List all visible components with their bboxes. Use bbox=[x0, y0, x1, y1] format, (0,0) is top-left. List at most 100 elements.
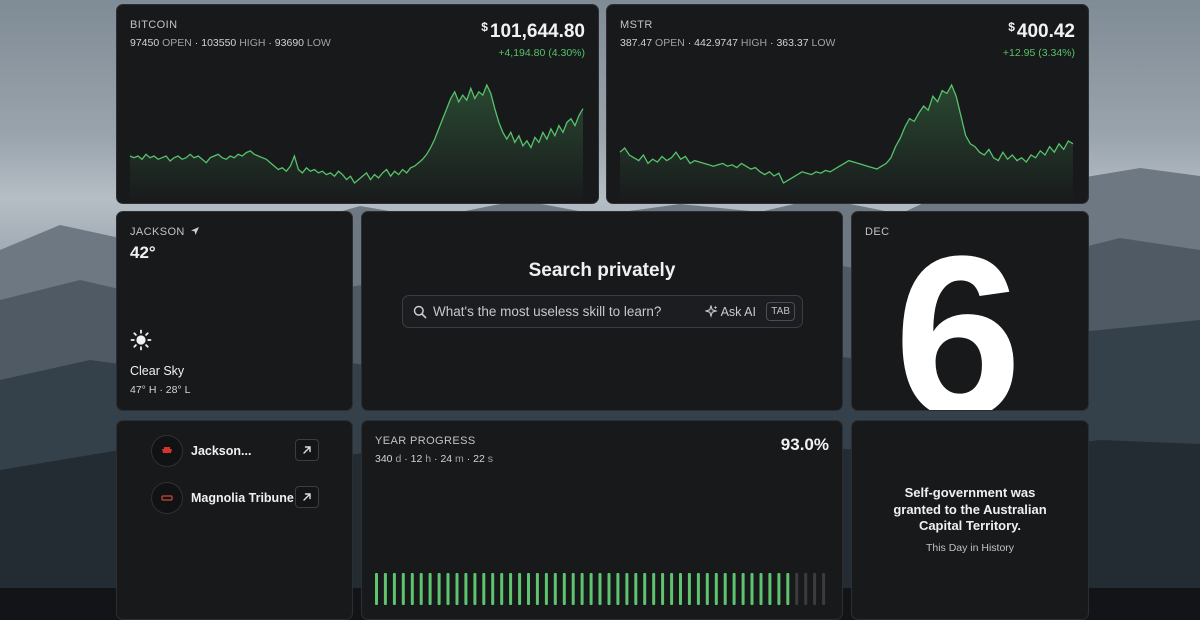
low-label: LOW bbox=[811, 37, 836, 49]
calendar-widget: DEC 6 bbox=[851, 211, 1089, 411]
mstr-sparkline bbox=[619, 83, 1074, 203]
progress-bar-filled bbox=[714, 573, 718, 605]
tab-key-hint: TAB bbox=[766, 302, 795, 321]
mstr-price: $400.42 +12.95 (3.34%) bbox=[1003, 20, 1075, 59]
weather-condition: Clear Sky bbox=[130, 364, 185, 378]
price-change: +4,194.80 (4.30%) bbox=[498, 47, 585, 59]
low-temp-label: L bbox=[184, 384, 191, 396]
seconds-unit: s bbox=[487, 453, 493, 465]
price-value: 101,644.80 bbox=[489, 21, 585, 42]
progress-bar-filled bbox=[732, 573, 736, 605]
progress-bar-filled bbox=[741, 573, 745, 605]
price-change: +12.95 (3.34%) bbox=[1002, 47, 1075, 59]
low-temp: 28° bbox=[165, 384, 182, 396]
progress-bar-filled bbox=[500, 573, 504, 605]
progress-bar-filled bbox=[446, 573, 450, 605]
bitcoin-widget[interactable]: BITCOIN 97450 OPEN · 103550 HIGH · 93690… bbox=[116, 4, 599, 204]
weather-high-low: 47° H · 28° L bbox=[130, 384, 191, 396]
this-day-in-history-widget: Self-government was granted to the Austr… bbox=[851, 420, 1089, 620]
bitcoin-header: BITCOIN 97450 OPEN · 103550 HIGH · 93690… bbox=[130, 19, 331, 49]
newspaper-logo-icon bbox=[161, 495, 173, 501]
low-value: 363.37 bbox=[776, 37, 809, 49]
newspaper-logo-icon bbox=[162, 447, 172, 453]
progress-bar-filled bbox=[589, 573, 593, 605]
open-feed-button[interactable] bbox=[295, 439, 319, 461]
hours-value: 12 bbox=[410, 453, 423, 465]
progress-bar-filled bbox=[705, 573, 709, 605]
progress-bar-filled bbox=[598, 573, 602, 605]
price-value: 400.42 bbox=[1016, 21, 1075, 42]
search-input[interactable] bbox=[433, 296, 693, 327]
high-temp-label: H bbox=[148, 384, 157, 396]
progress-bar-filled bbox=[544, 573, 548, 605]
progress-bar-filled bbox=[759, 573, 763, 605]
sparkline-area bbox=[130, 85, 583, 203]
history-source: This Day in History bbox=[925, 541, 1015, 554]
progress-bar-filled bbox=[562, 573, 566, 605]
year-progress-percent: 93.0% bbox=[780, 435, 829, 454]
external-link-icon bbox=[303, 493, 311, 501]
low-value: 93690 bbox=[274, 37, 304, 49]
progress-bar-filled bbox=[643, 573, 647, 605]
progress-bar-filled bbox=[518, 573, 522, 605]
progress-bar-filled bbox=[437, 573, 441, 605]
progress-bar-filled bbox=[786, 573, 790, 605]
year-progress-bars bbox=[375, 573, 826, 605]
sparkline-area bbox=[620, 85, 1073, 203]
weather-details: Clear Sky 47° H · 28° L bbox=[130, 329, 190, 396]
progress-bar-filled bbox=[696, 573, 700, 605]
feed-name: Magnolia Tribune bbox=[191, 491, 294, 505]
location-arrow-icon bbox=[191, 227, 200, 235]
seconds-value: 22 bbox=[473, 453, 485, 465]
bitcoin-price: $101,644.80 +4,194.80 (4.30%) bbox=[481, 20, 585, 59]
progress-bar-filled bbox=[482, 573, 486, 605]
search-widget: Search privately Ask AI TAB bbox=[361, 211, 843, 411]
sparkline-line bbox=[619, 83, 1074, 184]
progress-bar-filled bbox=[473, 573, 477, 605]
history-content: Self-government was granted to the Austr… bbox=[852, 485, 1088, 554]
year-progress-label: YEAR PROGRESS bbox=[375, 435, 476, 447]
open-label: OPEN bbox=[162, 37, 192, 49]
stock-ohl: 387.47 OPEN · 442.9747 HIGH · 363.37 LOW bbox=[620, 37, 836, 49]
search-icon bbox=[413, 305, 427, 319]
mstr-widget[interactable]: MSTR 387.47 OPEN · 442.9747 HIGH · 363.3… bbox=[606, 4, 1089, 204]
open-value: 97450 bbox=[130, 37, 160, 49]
weather-widget[interactable]: JACKSON 42° Clear Sky 47° H · 28° L bbox=[116, 211, 353, 411]
hours-unit: h bbox=[425, 453, 432, 465]
progress-bar-filled bbox=[571, 573, 575, 605]
progress-bar-filled bbox=[687, 573, 691, 605]
high-temp: 47° bbox=[130, 384, 146, 396]
progress-bar-filled bbox=[383, 573, 387, 605]
ask-ai-button[interactable]: Ask AI bbox=[703, 304, 756, 319]
progress-bar-filled bbox=[455, 573, 459, 605]
open-value: 387.47 bbox=[620, 37, 653, 49]
days-value: 340 bbox=[375, 453, 393, 465]
progress-bar-filled bbox=[428, 573, 432, 605]
progress-bar-filled bbox=[679, 573, 682, 605]
progress-bar-filled bbox=[553, 573, 557, 605]
mstr-header: MSTR 387.47 OPEN · 442.9747 HIGH · 363.3… bbox=[620, 19, 835, 49]
news-feeds-widget: Jackson... Magnolia Tribune bbox=[116, 420, 353, 620]
currency-symbol: $ bbox=[1008, 20, 1015, 34]
progress-bar-filled bbox=[375, 573, 378, 605]
progress-bar-filled bbox=[419, 573, 423, 605]
currency-symbol: $ bbox=[481, 20, 488, 34]
stock-ohl: 97450 OPEN · 103550 HIGH · 93690 LOW bbox=[130, 37, 331, 49]
weather-temperature: 42° bbox=[130, 243, 156, 262]
progress-bar-filled bbox=[535, 573, 539, 605]
open-feed-button[interactable] bbox=[295, 486, 319, 508]
calendar-month: DEC bbox=[865, 226, 890, 238]
progress-bar-filled bbox=[652, 573, 656, 605]
weather-city: JACKSON bbox=[130, 226, 185, 238]
year-remaining: 340 d · 12 h · 24 m · 22 s bbox=[375, 453, 493, 465]
days-unit: d bbox=[395, 453, 402, 465]
feed-logo bbox=[151, 482, 183, 514]
progress-bar-empty bbox=[795, 573, 799, 605]
feed-item[interactable]: Magnolia Tribune bbox=[151, 482, 321, 514]
ask-ai-label: Ask AI bbox=[720, 305, 756, 319]
feed-item[interactable]: Jackson... bbox=[151, 435, 321, 467]
search-box[interactable]: Ask AI TAB bbox=[402, 295, 803, 328]
sparkline-line bbox=[129, 83, 584, 184]
progress-bar-filled bbox=[625, 573, 629, 605]
feed-logo bbox=[151, 435, 183, 467]
